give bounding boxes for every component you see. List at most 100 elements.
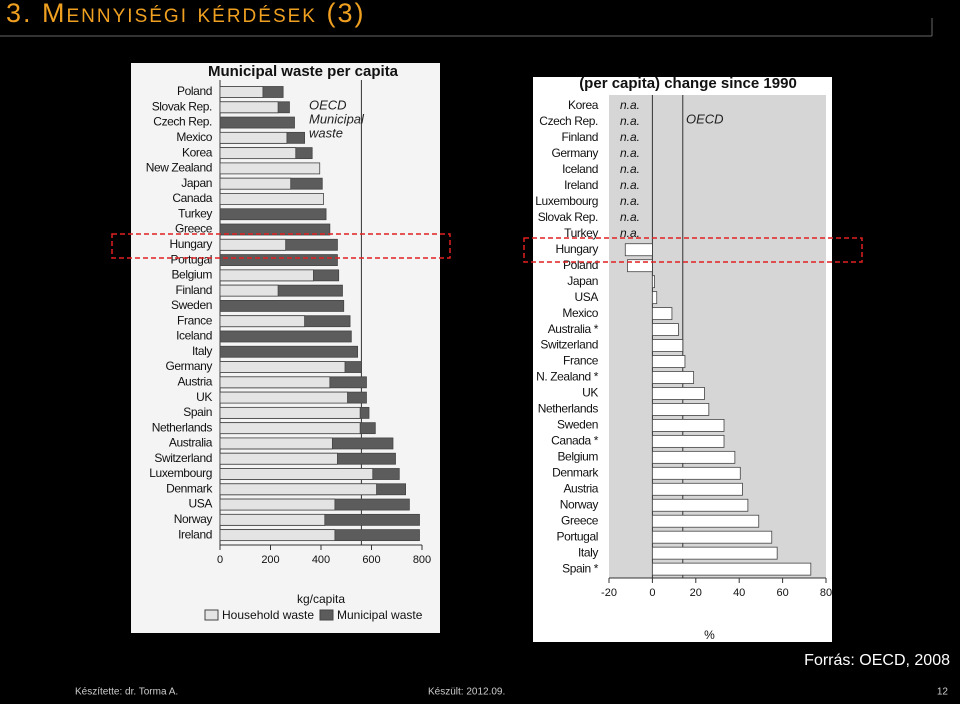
x-tick-label: 40 (733, 587, 745, 599)
reference-label: Municipal (309, 111, 365, 126)
slide-title: 3. Mennyiségi kérdések (3) (6, 0, 365, 28)
category-label: Finland (175, 283, 212, 297)
bar (652, 403, 710, 416)
bar (219, 86, 264, 98)
page-number: 12 (937, 687, 949, 698)
category-label: Denmark (166, 481, 213, 495)
bar (219, 483, 377, 496)
bar (219, 376, 331, 389)
category-label: France (177, 313, 213, 327)
category-label: Greece (175, 222, 213, 236)
value-label: n.a. (620, 98, 640, 112)
bar (219, 269, 314, 282)
value-label: n.a. (620, 210, 640, 224)
bar (219, 254, 338, 266)
category-label: Korea (182, 145, 213, 159)
category-label: Turkey (564, 226, 598, 240)
x-axis-label: % (704, 628, 715, 642)
bar (219, 529, 336, 542)
bar (624, 243, 653, 257)
category-label: Mexico (562, 306, 598, 320)
x-tick-label: 20 (690, 587, 702, 599)
category-label: Iceland (176, 329, 212, 343)
category-label: Norway (560, 497, 599, 511)
bar (652, 387, 705, 400)
category-label: Greece (561, 513, 599, 527)
bar (219, 300, 345, 312)
category-label: Canada (172, 191, 212, 205)
legend-swatch (204, 609, 219, 621)
value-label: n.a. (620, 162, 640, 176)
category-label: Czech Rep. (539, 114, 598, 128)
author: Készítette: dr. Torma A. (75, 687, 178, 698)
reference-label: waste (309, 125, 343, 140)
category-label: Switzerland (154, 451, 212, 465)
x-tick-label: 0 (217, 554, 223, 566)
bar (219, 238, 287, 251)
bar (652, 562, 812, 576)
highlight-box (111, 233, 451, 259)
value-label: n.a. (620, 226, 640, 240)
bar (652, 434, 725, 448)
category-label: Switzerland (540, 338, 598, 352)
category-label: Finland (561, 130, 598, 144)
category-label: Slovak Rep. (152, 99, 212, 113)
chart-title: Municipal waste per capita (208, 63, 399, 80)
category-label: Germany (165, 359, 212, 373)
bar (219, 208, 327, 221)
legend-label: Municipal waste (337, 608, 423, 622)
category-label: New Zealand (146, 161, 212, 175)
category-label: Italy (192, 344, 212, 358)
x-tick-label: 80 (820, 587, 832, 599)
value-label: n.a. (620, 194, 640, 208)
category-label: Luxembourg (535, 194, 598, 208)
category-label: UK (582, 386, 598, 400)
bar (219, 391, 348, 404)
category-label: Korea (568, 98, 599, 112)
category-label: Portugal (171, 252, 213, 266)
x-tick-label: 60 (776, 587, 788, 599)
bar (219, 177, 292, 190)
bar (652, 466, 741, 480)
bar (219, 131, 288, 144)
category-label: France (563, 354, 599, 368)
category-label: Luxembourg (149, 466, 212, 480)
bar (219, 422, 361, 435)
category-label: Australia * (548, 322, 599, 336)
value-label: n.a. (620, 114, 640, 128)
category-label: Austria (177, 374, 212, 388)
bar (219, 315, 305, 328)
category-label: Denmark (552, 465, 599, 479)
bar (219, 284, 279, 297)
category-label: Austria (563, 481, 598, 495)
bar (219, 468, 374, 480)
x-tick-label: -20 (601, 587, 617, 599)
plot-area (609, 95, 826, 578)
x-axis-label: kg/capita (297, 592, 345, 606)
bar (219, 116, 295, 129)
category-label: Spain * (562, 561, 599, 575)
category-label: Netherlands (152, 420, 213, 434)
highlight-box (523, 237, 863, 263)
bar (652, 546, 778, 560)
legend-label: Household waste (222, 608, 314, 622)
category-label: Sweden (557, 418, 598, 432)
bar (652, 275, 655, 289)
category-label: Turkey (178, 206, 212, 220)
category-label: N. Zealand * (536, 370, 599, 384)
value-label: n.a. (620, 178, 640, 192)
category-label: Slovak Rep. (538, 210, 598, 224)
bar (652, 307, 673, 321)
bar (652, 482, 743, 496)
category-label: Belgium (171, 268, 212, 282)
category-label: USA (189, 497, 213, 511)
reference-label: OECD (309, 97, 347, 112)
bar (652, 514, 760, 528)
x-tick-label: 600 (362, 554, 380, 566)
value-label: n.a. (620, 130, 640, 144)
category-label: Belgium (557, 450, 598, 464)
category-label: Japan (181, 176, 212, 190)
bar (219, 498, 336, 511)
bar (652, 450, 736, 464)
x-tick-label: 200 (261, 554, 279, 566)
